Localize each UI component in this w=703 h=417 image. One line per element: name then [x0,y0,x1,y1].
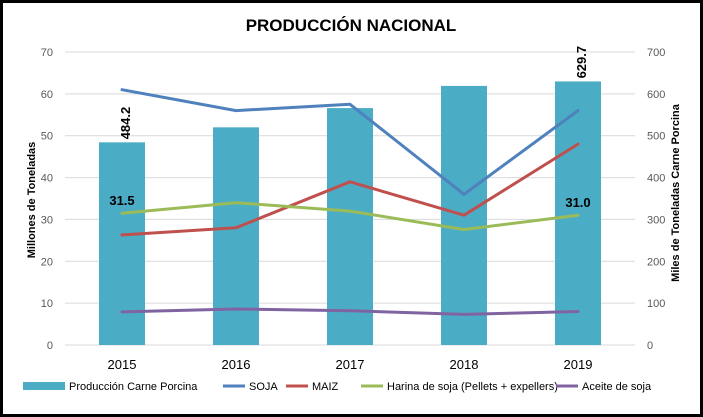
chart: PRODUCCIÓN NACIONAL Millones de Tonelada… [23,16,682,393]
y-tick-label-right: 600 [647,89,665,101]
y-tick-label-right: 300 [647,214,665,226]
y-tick-label-right: 200 [647,256,665,268]
y-tick-label-left: 30 [41,214,53,226]
series-line [120,307,580,316]
bar [99,142,145,345]
line-data-label: 31.5 [109,193,134,208]
legend-label: Harina de soja (Pellets + expellers) [387,381,558,393]
x-tick-label: 2018 [450,357,479,372]
legend-label: Producción Carne Porcina [69,381,198,393]
y-tick-label-left: 70 [41,47,53,59]
bar [555,81,601,345]
y-axis-label-right: Miles de Toneladas Carne Porcina [670,103,682,282]
x-axis-ticks: 2015 2016 2017 2018 2019 [108,357,593,372]
y-tick-label-left: 60 [41,89,53,101]
y-tick-label-right: 400 [647,173,665,185]
series-line [120,88,580,196]
y-tick-label-right: 100 [647,298,665,310]
line-data-label: 31.0 [565,195,590,210]
chart-title: PRODUCCIÓN NACIONAL [246,16,457,35]
y-axis-label-left: Millones de Toneladas [26,142,38,259]
bar [327,108,373,346]
series-line [120,142,580,237]
bar-data-label: 629.7 [574,46,589,79]
y-tick-label-left: 40 [41,173,53,185]
legend-label: Aceite de soja [582,381,652,393]
legend-swatch-bar [23,382,65,390]
bar-series [99,81,601,346]
y-tick-label-right: 700 [647,47,665,59]
x-tick-label: 2019 [564,357,593,372]
series-line [120,201,580,231]
y-axis-ticks-left: 0 10 20 30 40 50 60 70 [41,47,53,352]
y-tick-label-left: 50 [41,131,53,143]
x-tick-label: 2016 [222,357,251,372]
y-tick-label-left: 10 [41,298,53,310]
y-tick-label-left: 0 [47,340,53,352]
bar [213,127,259,345]
y-tick-label-right: 0 [647,340,653,352]
line-series [120,88,580,316]
legend-label: MAIZ [312,381,339,393]
x-tick-label: 2015 [108,357,137,372]
y-tick-label-right: 500 [647,131,665,143]
data-labels: 484.2 629.7 31.5 31.0 [109,46,590,210]
legend: Producción Carne Porcina SOJA MAIZ Harina d… [23,381,652,393]
y-tick-label-left: 20 [41,256,53,268]
bar-data-label: 484.2 [118,107,133,140]
legend-label: SOJA [249,381,278,393]
x-tick-label: 2017 [336,357,365,372]
y-axis-ticks-right: 0 100 200 300 400 500 600 700 [647,47,665,352]
